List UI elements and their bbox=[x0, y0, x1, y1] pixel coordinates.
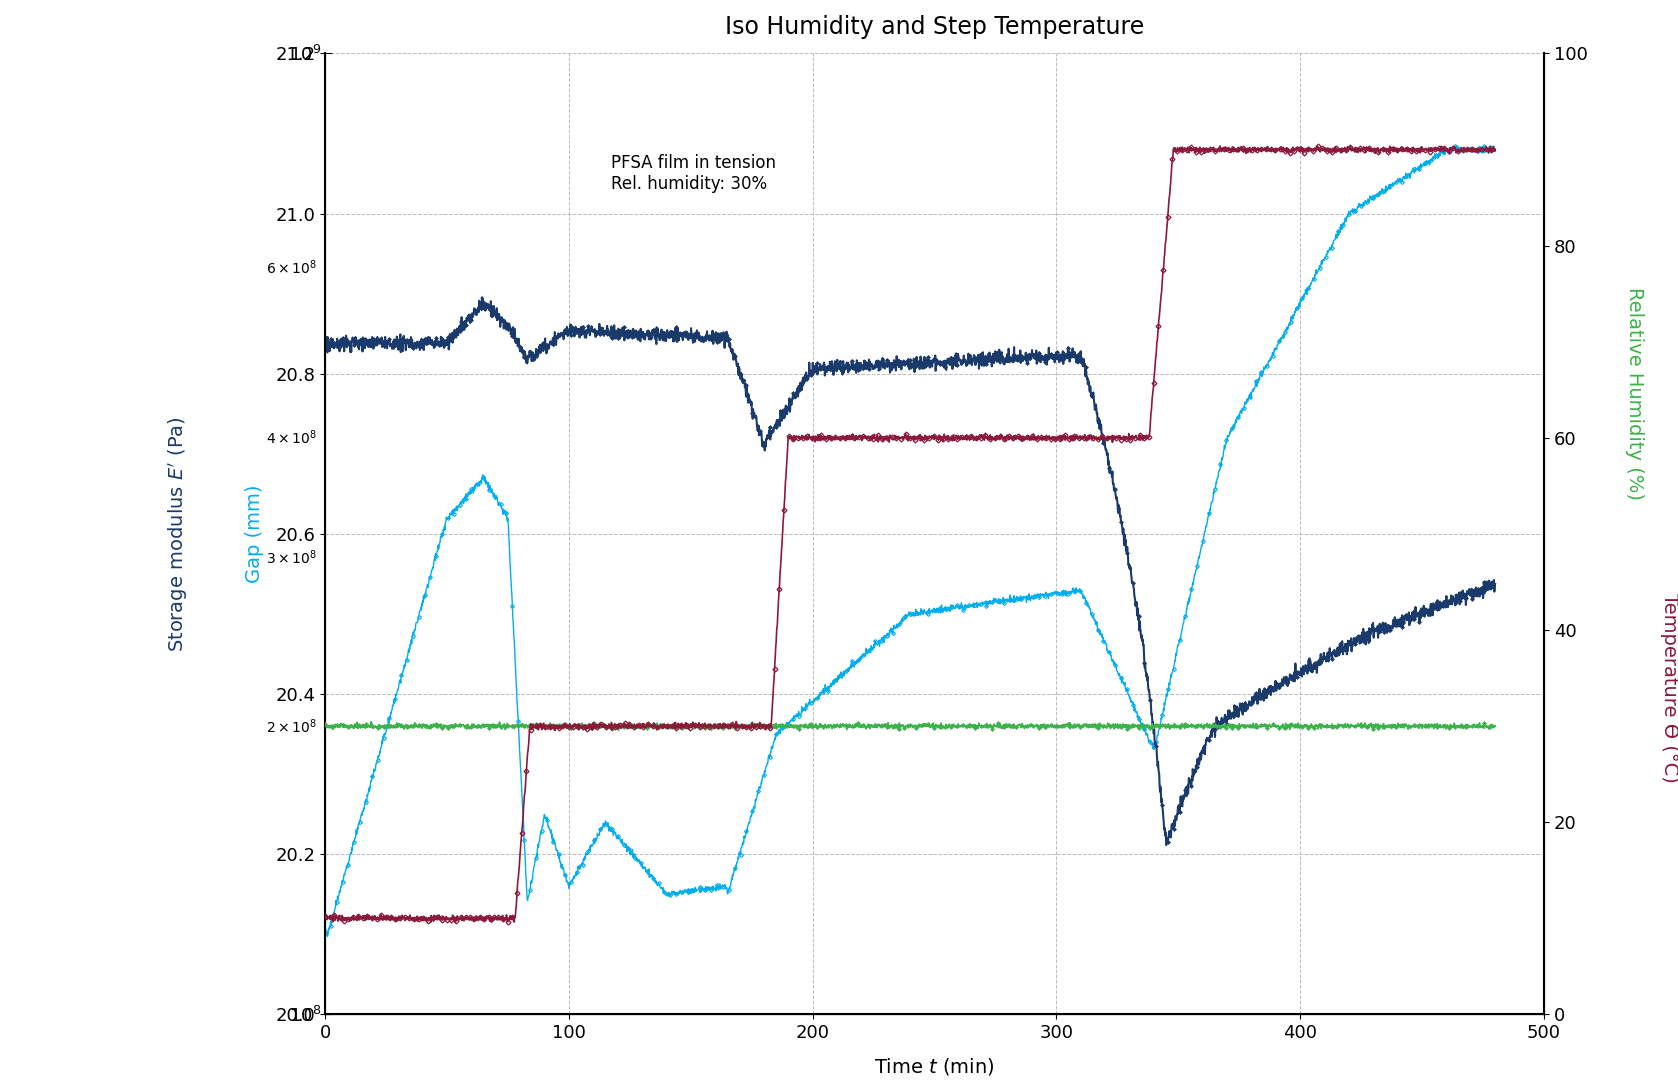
Y-axis label: Gap (mm): Gap (mm) bbox=[245, 485, 263, 583]
Y-axis label: Storage modulus $E'$ (Pa): Storage modulus $E'$ (Pa) bbox=[166, 416, 190, 652]
Title: Iso Humidity and Step Temperature: Iso Humidity and Step Temperature bbox=[725, 15, 1144, 39]
X-axis label: Time $t$ (min): Time $t$ (min) bbox=[874, 1056, 995, 1077]
Text: Relative Humidity (%): Relative Humidity (%) bbox=[1624, 286, 1644, 500]
Text: PFSA film in tension
Rel. humidity: 30%: PFSA film in tension Rel. humidity: 30% bbox=[611, 154, 777, 193]
Text: Temperature ϴ (°C): Temperature ϴ (°C) bbox=[1660, 593, 1678, 783]
